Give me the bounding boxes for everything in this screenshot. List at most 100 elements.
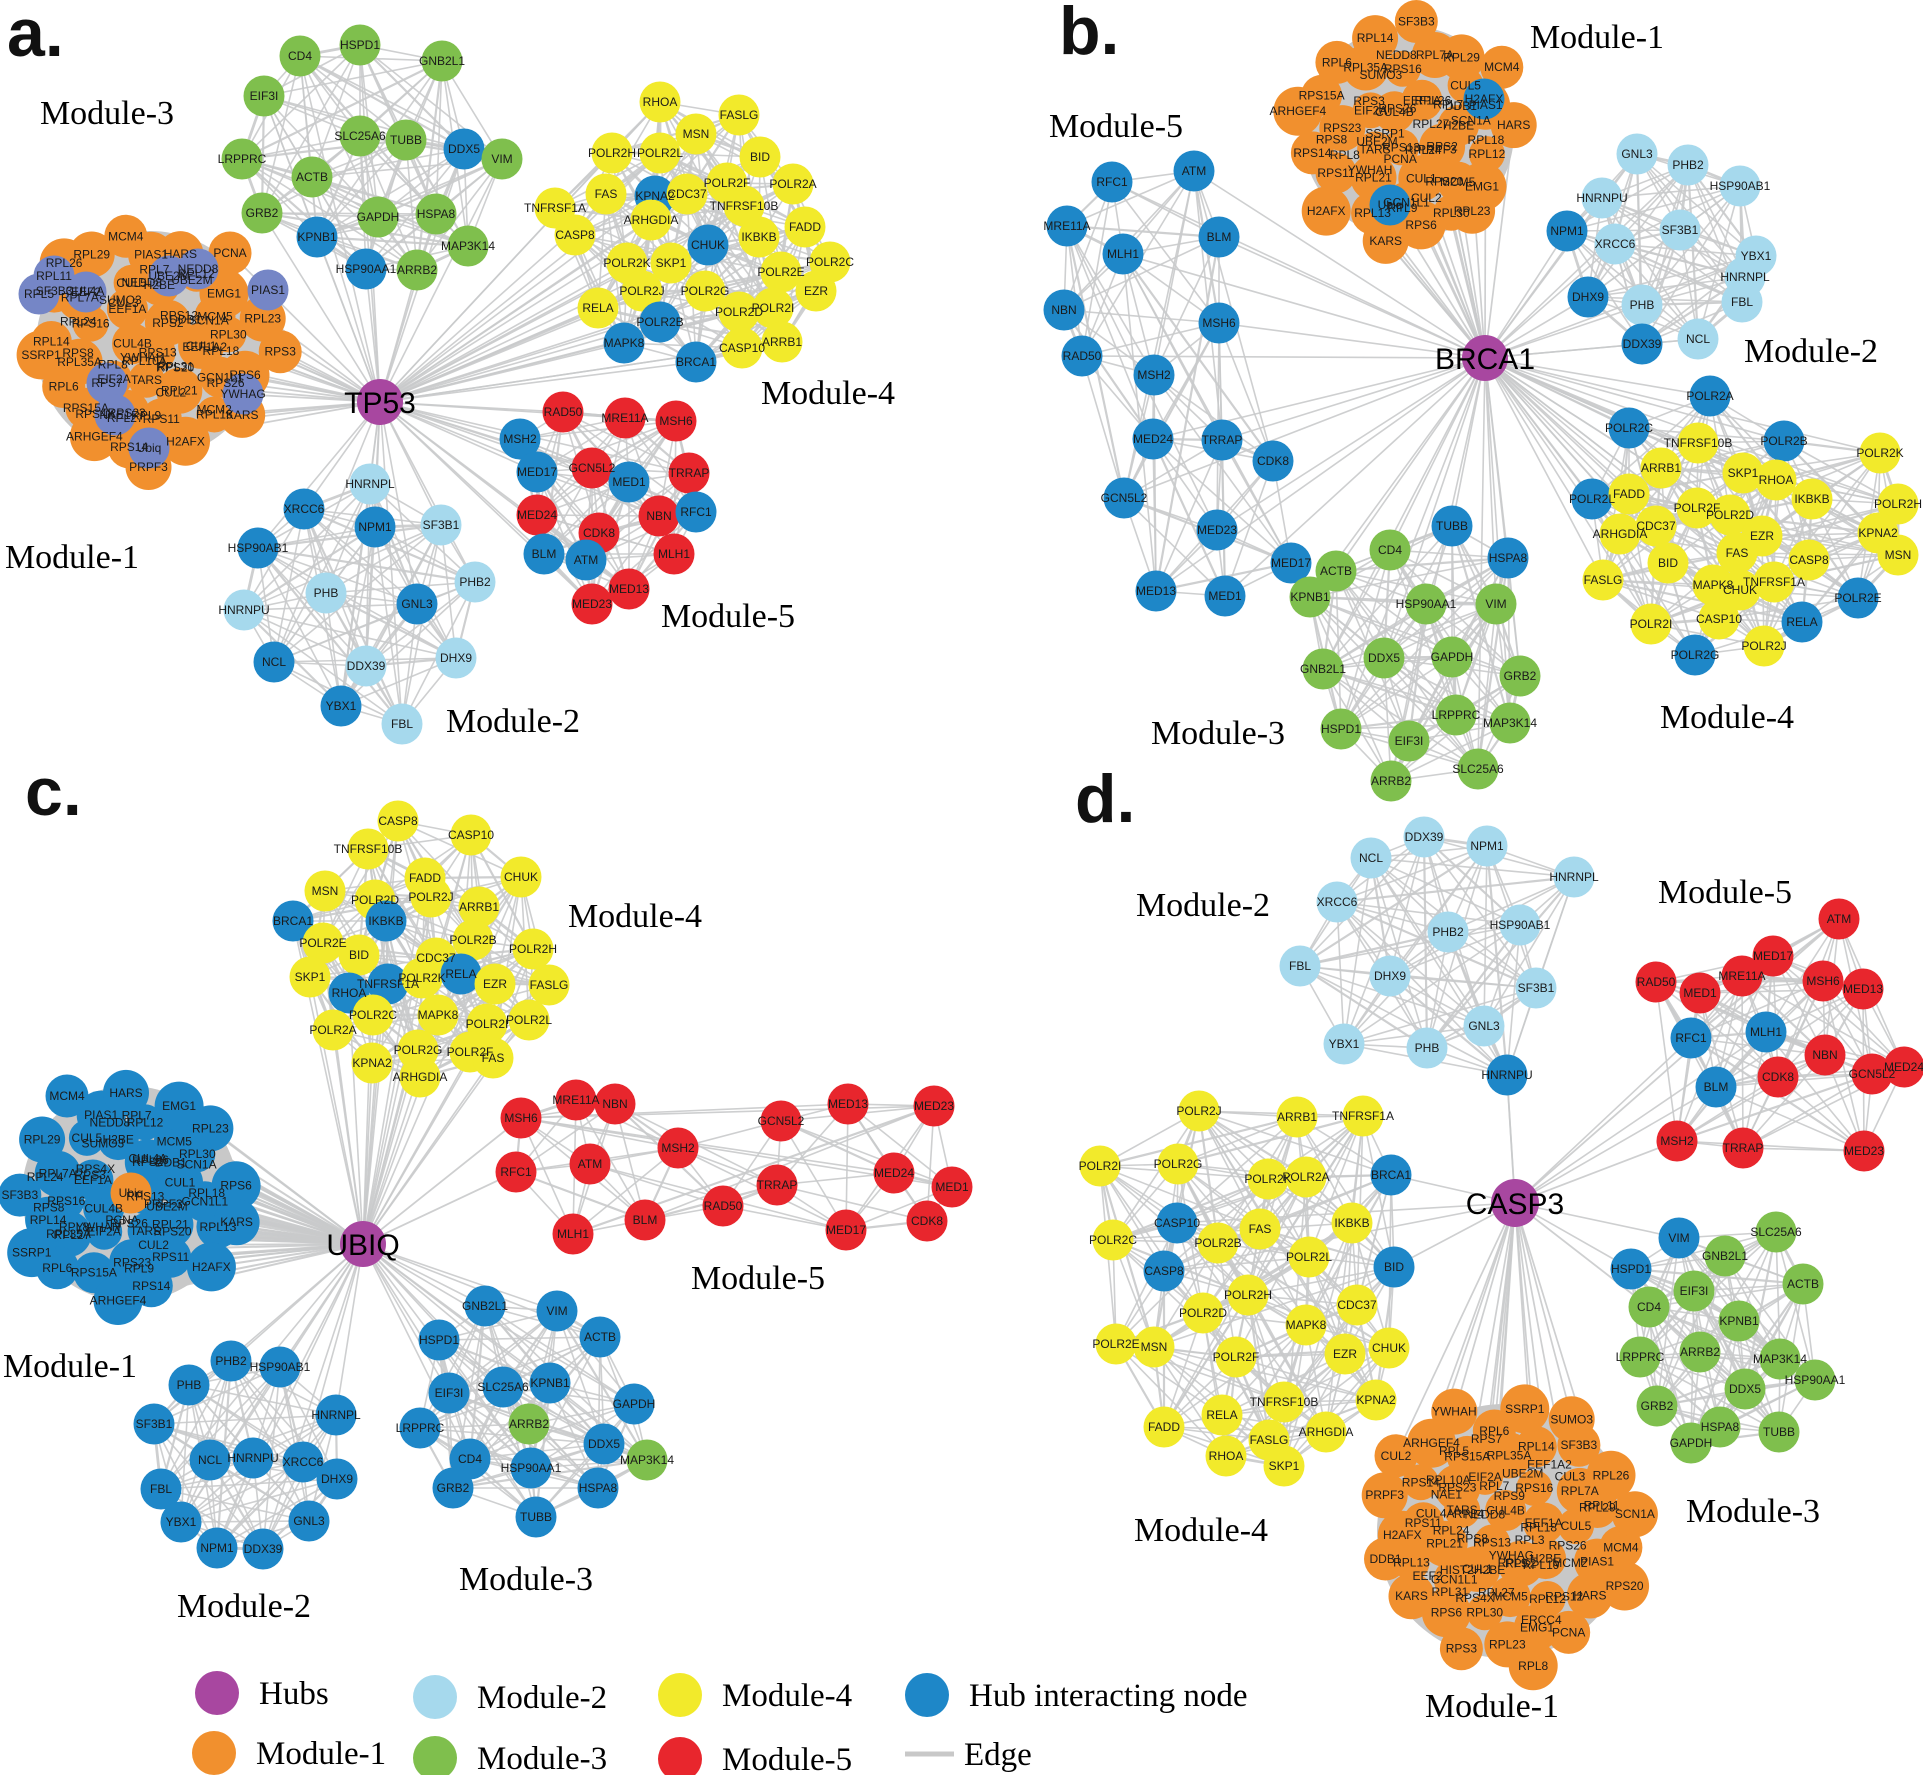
svg-text:GAPDH: GAPDH xyxy=(1431,650,1474,664)
svg-text:MRE11A: MRE11A xyxy=(1718,969,1765,983)
svg-text:RPS7: RPS7 xyxy=(91,376,123,390)
svg-text:NCL: NCL xyxy=(262,655,286,669)
svg-text:RPS6: RPS6 xyxy=(229,368,261,382)
svg-text:RPL30: RPL30 xyxy=(210,327,247,341)
svg-text:KPNA2: KPNA2 xyxy=(352,1056,392,1070)
svg-text:KPNB1: KPNB1 xyxy=(297,230,337,244)
svg-text:PRPF3: PRPF3 xyxy=(129,460,168,474)
svg-text:Module-4: Module-4 xyxy=(761,375,895,412)
svg-text:MCM4: MCM4 xyxy=(49,1089,85,1103)
svg-text:Module-2: Module-2 xyxy=(477,1680,607,1716)
svg-text:FASLG: FASLG xyxy=(1584,573,1623,587)
svg-text:RFC1: RFC1 xyxy=(500,1165,532,1179)
svg-text:CUL5: CUL5 xyxy=(72,1131,103,1145)
svg-text:NEDD8: NEDD8 xyxy=(178,262,219,276)
svg-text:RPL8: RPL8 xyxy=(1330,148,1360,162)
svg-text:RAD50: RAD50 xyxy=(704,1199,743,1213)
svg-text:MSN: MSN xyxy=(312,884,339,898)
svg-text:TUBB: TUBB xyxy=(1436,519,1468,533)
svg-text:YBX1: YBX1 xyxy=(1741,249,1772,263)
svg-text:Module-2: Module-2 xyxy=(1136,887,1270,924)
svg-text:MLH1: MLH1 xyxy=(658,547,690,561)
svg-text:MAP3K14: MAP3K14 xyxy=(1483,716,1537,730)
svg-text:MCM5: MCM5 xyxy=(1493,1590,1529,1604)
svg-text:RELA: RELA xyxy=(1786,615,1817,629)
svg-text:GCN1L1: GCN1L1 xyxy=(1431,1572,1478,1586)
svg-text:H2AFX: H2AFX xyxy=(192,1260,231,1274)
svg-text:YBX1: YBX1 xyxy=(326,699,357,713)
svg-text:RPL24: RPL24 xyxy=(27,1170,64,1184)
svg-text:RPS11: RPS11 xyxy=(152,1250,189,1264)
svg-text:Module-5: Module-5 xyxy=(691,1260,825,1297)
svg-text:RPS14: RPS14 xyxy=(1293,146,1331,160)
svg-text:RPS20: RPS20 xyxy=(153,1225,191,1239)
svg-text:PHB2: PHB2 xyxy=(1672,158,1704,172)
svg-text:HARS: HARS xyxy=(1497,118,1530,132)
svg-text:POLR2I: POLR2I xyxy=(752,301,795,315)
svg-text:EEF2: EEF2 xyxy=(1412,1569,1442,1583)
svg-text:SUMO3: SUMO3 xyxy=(1550,1412,1593,1426)
svg-text:POLR2K: POLR2K xyxy=(1244,1172,1291,1186)
svg-text:CUL1: CUL1 xyxy=(1462,1562,1493,1576)
svg-text:RHOA: RHOA xyxy=(643,95,678,109)
svg-text:RPL12: RPL12 xyxy=(127,1115,164,1129)
svg-text:RPL7A: RPL7A xyxy=(61,291,99,305)
svg-text:BLM: BLM xyxy=(1704,1080,1729,1094)
svg-text:TNFRSF1A: TNFRSF1A xyxy=(524,201,586,215)
svg-text:NPM1: NPM1 xyxy=(200,1541,234,1555)
svg-text:RPS3: RPS3 xyxy=(1446,1642,1478,1656)
svg-text:FBL: FBL xyxy=(391,717,413,731)
svg-text:CUL1: CUL1 xyxy=(1406,171,1437,185)
svg-text:CASP3: CASP3 xyxy=(1466,1188,1564,1221)
svg-text:Module-4: Module-4 xyxy=(1660,699,1794,736)
svg-text:RPS11: RPS11 xyxy=(143,412,180,426)
svg-text:EEF2: EEF2 xyxy=(71,285,101,299)
svg-text:MED24: MED24 xyxy=(1133,432,1173,446)
svg-text:DHX9: DHX9 xyxy=(1572,290,1604,304)
svg-text:ARHGEF4: ARHGEF4 xyxy=(66,430,123,444)
svg-text:POLR2H: POLR2H xyxy=(588,146,636,160)
svg-text:CUL2: CUL2 xyxy=(1411,191,1442,205)
svg-text:RPL26: RPL26 xyxy=(1593,1468,1630,1482)
svg-text:YWHAG: YWHAG xyxy=(1489,1549,1534,1563)
svg-text:GCN5L2: GCN5L2 xyxy=(758,1114,805,1128)
svg-text:Module-5: Module-5 xyxy=(1049,108,1183,145)
svg-text:HSP90AB1: HSP90AB1 xyxy=(1710,179,1771,193)
svg-text:CUL4B: CUL4B xyxy=(1486,1504,1525,1518)
svg-text:Module-3: Module-3 xyxy=(477,1741,607,1775)
svg-text:NBN: NBN xyxy=(602,1097,627,1111)
svg-text:KPNA2: KPNA2 xyxy=(1858,526,1898,540)
svg-text:RPS16: RPS16 xyxy=(1384,62,1422,76)
svg-text:RPL6: RPL6 xyxy=(42,1261,72,1275)
svg-text:ARRB1: ARRB1 xyxy=(1277,1110,1317,1124)
svg-text:PCNA: PCNA xyxy=(1384,152,1417,166)
svg-text:GNL3: GNL3 xyxy=(1621,147,1653,161)
svg-text:POLR2C: POLR2C xyxy=(806,255,854,269)
svg-text:EZR: EZR xyxy=(483,977,507,991)
svg-text:RPS15A: RPS15A xyxy=(63,401,109,415)
svg-text:RPL9: RPL9 xyxy=(131,408,161,422)
svg-text:HSPA8: HSPA8 xyxy=(579,1481,618,1495)
svg-text:RPL30: RPL30 xyxy=(1433,206,1470,220)
svg-text:TNFRSF1A: TNFRSF1A xyxy=(1332,1109,1394,1123)
svg-text:FBL: FBL xyxy=(150,1482,172,1496)
svg-text:POLR2D: POLR2D xyxy=(1179,1306,1227,1320)
svg-text:ACTB: ACTB xyxy=(1320,564,1352,578)
svg-text:MCM2: MCM2 xyxy=(1552,1556,1588,1570)
svg-text:POLR2L: POLR2L xyxy=(506,1013,552,1027)
svg-text:DDX5: DDX5 xyxy=(448,142,480,156)
svg-text:RELA: RELA xyxy=(1206,1408,1237,1422)
svg-text:SF3B3: SF3B3 xyxy=(1398,15,1435,29)
svg-text:RPS23: RPS23 xyxy=(108,406,146,420)
svg-text:RPS15A: RPS15A xyxy=(71,1266,117,1280)
svg-text:POLR2E: POLR2E xyxy=(299,936,346,950)
svg-text:RPL6: RPL6 xyxy=(1322,55,1352,69)
svg-text:TNFRSF1A: TNFRSF1A xyxy=(357,977,419,991)
svg-text:RPS2: RPS2 xyxy=(1426,140,1458,154)
svg-text:PHB: PHB xyxy=(314,586,339,600)
svg-text:CUL2: CUL2 xyxy=(155,385,186,399)
svg-text:MSN: MSN xyxy=(1885,548,1912,562)
svg-text:CUL4B: CUL4B xyxy=(1375,105,1414,119)
svg-text:RPS6: RPS6 xyxy=(1405,218,1437,232)
svg-text:PHB: PHB xyxy=(1630,298,1655,312)
